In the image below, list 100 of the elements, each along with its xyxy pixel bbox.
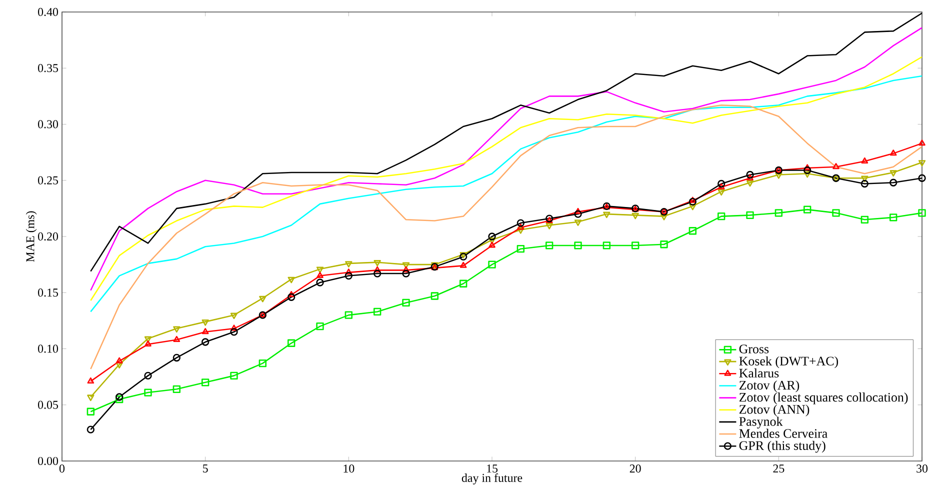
- y-tick-label: 0.00: [38, 456, 58, 466]
- point: [688, 227, 697, 235]
- point: [230, 324, 238, 331]
- point: [832, 209, 840, 217]
- y-tick-label: 0.10: [38, 344, 58, 353]
- x-tick-label: 20: [630, 464, 641, 473]
- point: [288, 291, 295, 298]
- y-tick-label: 0.30: [38, 120, 58, 128]
- legend-label: Kalarus: [739, 368, 779, 378]
- point: [804, 166, 812, 174]
- point: [172, 354, 181, 362]
- point: [258, 360, 267, 368]
- legend-label: Zotov (ANN): [739, 404, 810, 416]
- point: [488, 238, 496, 244]
- point: [718, 183, 725, 190]
- point: [430, 292, 439, 300]
- point: [202, 338, 210, 346]
- point: [574, 242, 582, 250]
- point: [890, 150, 897, 156]
- point: [402, 298, 410, 307]
- point: [890, 178, 898, 186]
- point: [115, 395, 124, 404]
- point: [288, 276, 295, 284]
- point: [87, 394, 94, 402]
- point: [202, 378, 210, 386]
- point: [689, 196, 696, 203]
- point: [832, 163, 840, 170]
- legend-label: Kosek (DWT+AC): [739, 356, 838, 368]
- point: [718, 180, 726, 188]
- point: [230, 328, 238, 336]
- point: [574, 208, 582, 214]
- line-series: [90, 104, 922, 370]
- point: [144, 372, 152, 380]
- point: [517, 224, 524, 230]
- point: [202, 328, 209, 334]
- x-tick-label: 10: [344, 464, 354, 473]
- y-axis-title: MAE (ms): [26, 211, 37, 262]
- x-axis-title: day in future: [462, 473, 522, 484]
- point: [115, 393, 124, 401]
- point: [546, 222, 553, 230]
- point: [890, 214, 898, 222]
- point: [86, 408, 95, 416]
- point: [775, 172, 782, 179]
- point: [345, 261, 352, 268]
- point: [288, 339, 296, 347]
- y-tick-label: 0.20: [38, 232, 58, 241]
- point: [344, 311, 353, 319]
- x-tick-label: 5: [203, 464, 208, 472]
- point: [746, 211, 754, 220]
- point: [230, 372, 238, 380]
- point: [861, 157, 868, 164]
- point: [460, 280, 468, 288]
- x-tick-label: 25: [773, 464, 784, 473]
- point: [546, 242, 554, 250]
- point: [173, 336, 180, 342]
- point: [632, 242, 640, 250]
- point: [402, 262, 410, 269]
- point: [660, 240, 668, 248]
- point: [374, 270, 382, 278]
- point: [918, 209, 926, 217]
- y-tick-label: 0.40: [38, 8, 58, 16]
- point: [460, 262, 467, 268]
- point: [316, 272, 324, 278]
- point: [517, 227, 524, 234]
- point: [316, 278, 324, 286]
- point: [804, 171, 811, 178]
- legend-label: Pasynok: [739, 416, 783, 428]
- legend-label: Zotov (AR): [739, 380, 800, 392]
- point: [144, 336, 152, 343]
- point: [116, 362, 123, 368]
- point: [344, 272, 353, 280]
- point: [488, 242, 496, 248]
- point: [516, 245, 525, 253]
- point: [746, 170, 754, 179]
- point: [718, 189, 725, 196]
- x-tick-label: 15: [487, 464, 498, 473]
- point: [861, 176, 868, 182]
- point: [718, 212, 726, 220]
- point: [660, 214, 668, 220]
- point: [345, 268, 352, 275]
- point: [374, 266, 381, 272]
- y-tick-label: 0.05: [38, 400, 58, 409]
- point: [202, 319, 209, 326]
- point: [288, 293, 296, 301]
- point: [603, 212, 610, 218]
- point: [173, 326, 180, 333]
- point: [918, 160, 926, 166]
- legend-label: Gross: [739, 344, 769, 354]
- point: [574, 220, 582, 226]
- point: [374, 308, 382, 316]
- point: [316, 266, 324, 274]
- point: [144, 388, 152, 396]
- point: [316, 322, 324, 330]
- point: [860, 216, 869, 224]
- point: [402, 270, 410, 278]
- y-tick-label: 0.35: [38, 64, 58, 72]
- point: [860, 180, 869, 188]
- x-tick-label: 0: [59, 464, 65, 473]
- point: [688, 198, 697, 206]
- point: [804, 206, 812, 214]
